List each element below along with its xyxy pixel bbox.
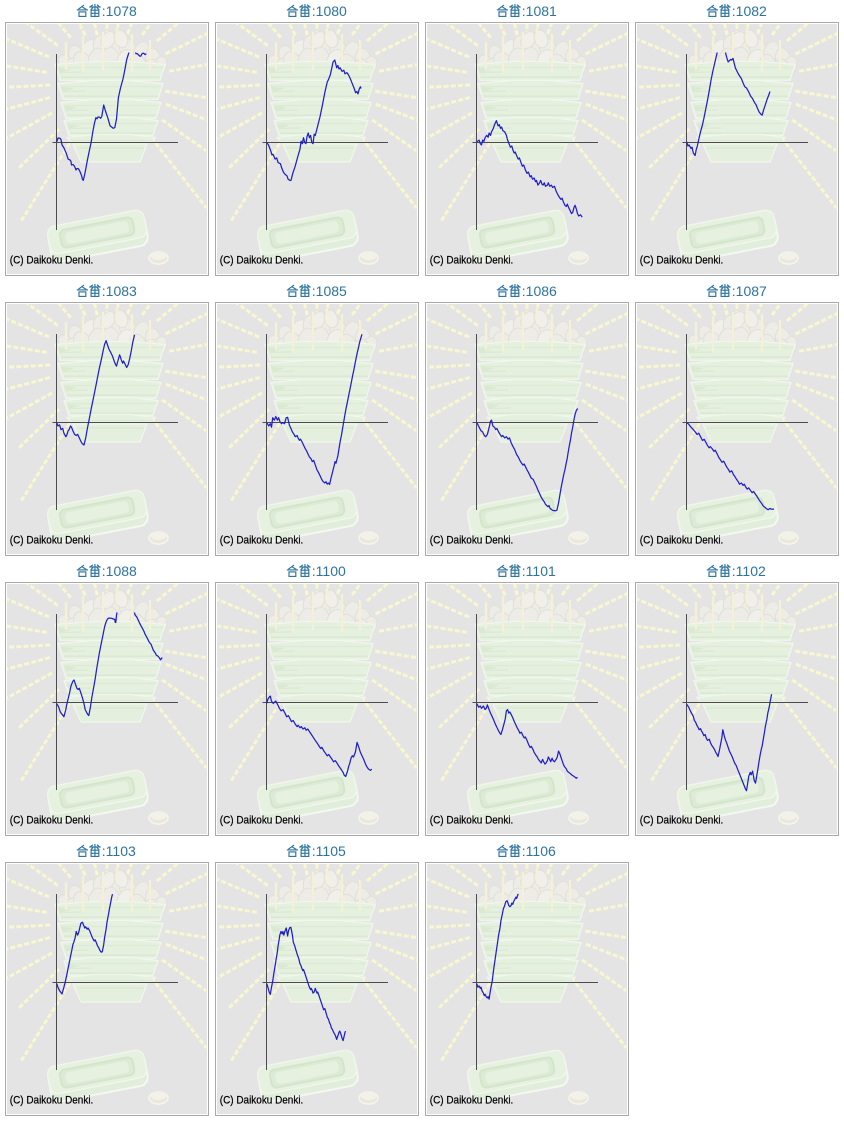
svg-text::1081: :1081 xyxy=(522,4,557,19)
svg-text::1102: :1102 xyxy=(732,564,766,579)
svg-text:(C) Daikoku Denki.: (C) Daikoku Denki. xyxy=(430,815,514,827)
svg-text::1106: :1106 xyxy=(522,844,556,859)
svg-text::1103: :1103 xyxy=(102,844,136,859)
svg-text:(C) Daikoku Denki.: (C) Daikoku Denki. xyxy=(10,815,94,827)
svg-text::1083: :1083 xyxy=(102,284,137,299)
svg-text::1101: :1101 xyxy=(522,564,556,579)
svg-text:(C) Daikoku Denki.: (C) Daikoku Denki. xyxy=(220,535,303,547)
svg-text::1078: :1078 xyxy=(102,4,137,19)
svg-text:(C) Daikoku Denki.: (C) Daikoku Denki. xyxy=(640,815,724,827)
svg-text:(C) Daikoku Denki.: (C) Daikoku Denki. xyxy=(640,535,724,547)
svg-text:(C) Daikoku Denki.: (C) Daikoku Denki. xyxy=(10,255,94,267)
svg-text:(C) Daikoku Denki.: (C) Daikoku Denki. xyxy=(220,1095,303,1107)
svg-text:(C) Daikoku Denki.: (C) Daikoku Denki. xyxy=(640,255,724,267)
svg-text:(C) Daikoku Denki.: (C) Daikoku Denki. xyxy=(10,1095,94,1107)
svg-text:(C) Daikoku Denki.: (C) Daikoku Denki. xyxy=(220,815,303,827)
svg-text::1100: :1100 xyxy=(312,564,346,579)
svg-text:(C) Daikoku Denki.: (C) Daikoku Denki. xyxy=(430,1095,514,1107)
svg-text::1085: :1085 xyxy=(312,284,347,299)
svg-text::1105: :1105 xyxy=(312,844,346,859)
svg-text:(C) Daikoku Denki.: (C) Daikoku Denki. xyxy=(220,255,303,267)
svg-text:(C) Daikoku Denki.: (C) Daikoku Denki. xyxy=(430,535,514,547)
svg-text:(C) Daikoku Denki.: (C) Daikoku Denki. xyxy=(430,255,514,267)
svg-text::1088: :1088 xyxy=(102,564,137,579)
svg-text::1080: :1080 xyxy=(312,4,347,19)
svg-text::1082: :1082 xyxy=(732,4,767,19)
svg-text::1086: :1086 xyxy=(522,284,557,299)
svg-text::1087: :1087 xyxy=(732,284,767,299)
svg-text:(C) Daikoku Denki.: (C) Daikoku Denki. xyxy=(10,535,94,547)
